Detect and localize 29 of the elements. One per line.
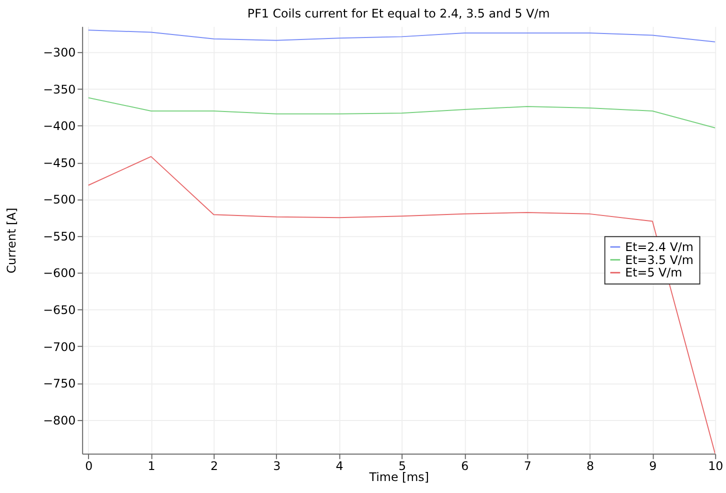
y-tick-label: −400 xyxy=(43,119,76,134)
y-tick-label: −350 xyxy=(43,82,76,96)
x-tick-label: 3 xyxy=(273,459,281,474)
legend-label: Et=2.4 V/m xyxy=(625,240,694,254)
y-tick-label: −550 xyxy=(43,229,76,244)
y-tick-label: −750 xyxy=(43,376,76,391)
x-tick-label: 0 xyxy=(85,459,93,474)
y-tick-label: −800 xyxy=(43,413,76,428)
x-tick-label: 2 xyxy=(210,459,218,474)
y-tick-label: −700 xyxy=(43,340,76,354)
x-tick-label: 7 xyxy=(524,459,532,474)
line-series xyxy=(88,30,716,42)
x-tick-label: 6 xyxy=(461,459,469,474)
y-tick-label: −300 xyxy=(43,46,76,60)
y-axis-title: Current [A] xyxy=(4,208,18,274)
x-tick-label: 10 xyxy=(708,459,724,474)
legend-label: Et=3.5 V/m xyxy=(625,252,694,267)
x-tick-label: 8 xyxy=(586,459,594,474)
y-tick-label: −650 xyxy=(43,302,76,317)
y-tick-label: −600 xyxy=(43,266,76,280)
line-series xyxy=(88,97,716,128)
chart-title: PF1 Coils current for Et equal to 2.4, 3.5 and 5 V/m xyxy=(247,6,550,20)
x-tick-label: 1 xyxy=(148,459,156,474)
x-tick-label: 4 xyxy=(336,459,344,474)
y-tick-label: −500 xyxy=(43,192,76,207)
line-series xyxy=(88,156,716,454)
x-tick-label: 9 xyxy=(649,459,657,474)
legend-label: Et=5 V/m xyxy=(625,266,682,280)
y-tick-label: −450 xyxy=(43,156,76,170)
